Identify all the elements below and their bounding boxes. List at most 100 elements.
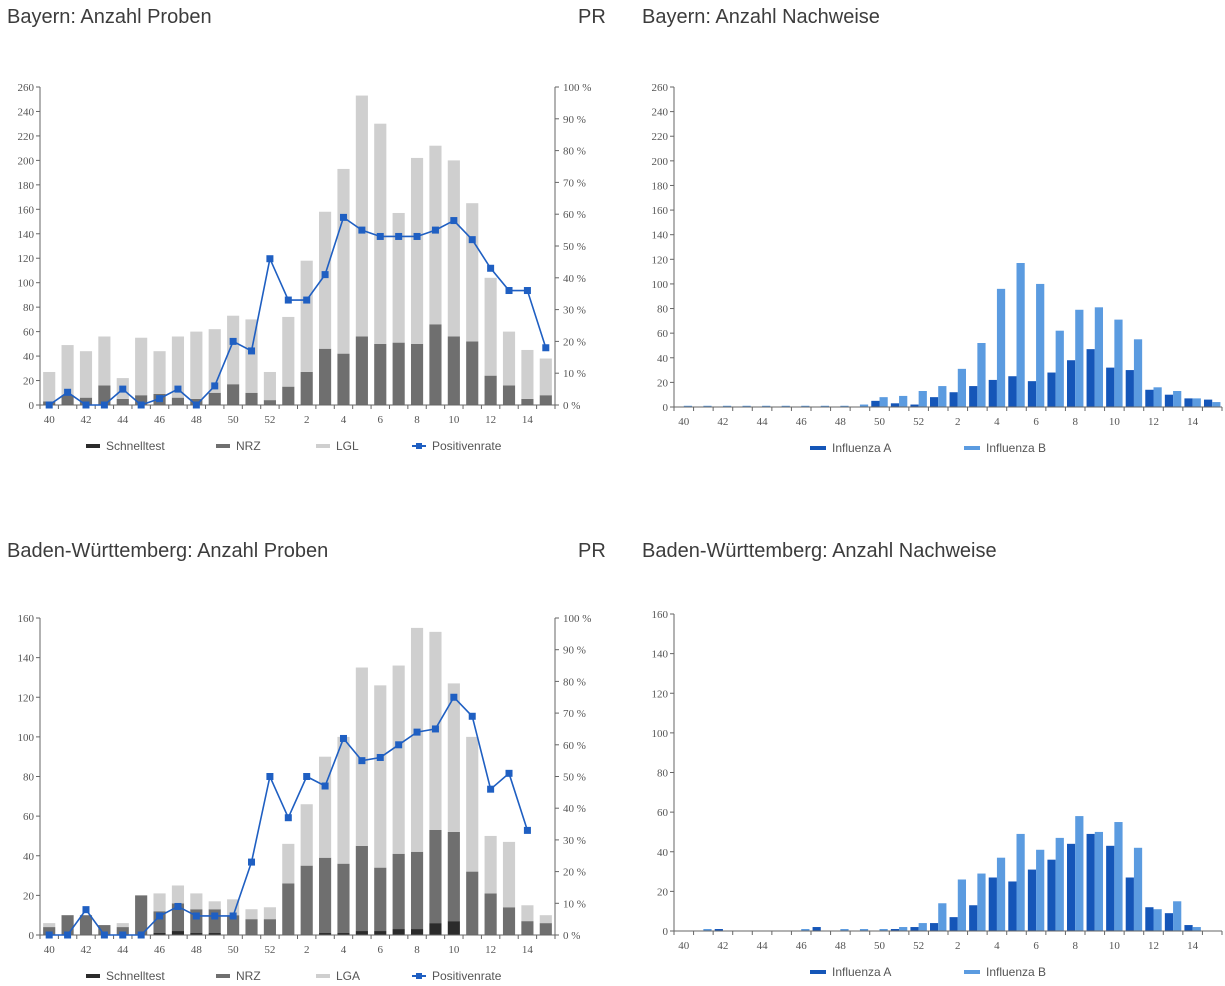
bw_nachweise-bar-influenza_a — [1106, 845, 1115, 931]
bay_proben-bar-nrz — [135, 395, 148, 405]
bay_proben-x-tick-label: 10 — [448, 414, 460, 426]
bay_nachweise-x-tick-label: 48 — [835, 416, 847, 428]
bay_nachweise-y-tick-label: 60 — [657, 328, 669, 340]
bay_proben-positivenrate-point — [119, 385, 127, 393]
bay_proben-bar-nrz — [392, 342, 405, 405]
bw_proben-bar-nrz — [447, 831, 460, 922]
bw_nachweise-bar-influenza_b — [957, 879, 967, 931]
bay_proben-y2-tick-label: 10 % — [563, 368, 586, 380]
bay_proben-bar-nrz — [484, 375, 497, 405]
bay_nachweise-bar-influenza_b — [1133, 339, 1143, 407]
bay_proben-bar-nrz — [300, 371, 313, 405]
bw_nachweise-x-tick-label: 44 — [757, 940, 769, 952]
bw_proben-positivenrate-point — [119, 931, 127, 939]
bay_nachweise-bar-influenza_a — [1145, 389, 1154, 407]
bw_proben-y-tick-label: 60 — [23, 811, 35, 823]
bw_proben-positivenrate-point — [64, 931, 72, 939]
bay_nachweise-bar-influenza_b — [859, 404, 869, 407]
bay_nachweise-bar-influenza_b — [1016, 263, 1025, 407]
bay_nachweise-y-tick-label: 200 — [652, 156, 669, 168]
bw_nachweise-bar-influenza_b — [1173, 901, 1182, 931]
bw_nachweise-bar-influenza_b — [1016, 833, 1025, 931]
bw_nachweise-bar-influenza_a — [1184, 925, 1193, 931]
bw_proben-positivenrate-point — [376, 753, 384, 761]
bw_proben-y2-tick-label: 0 % — [563, 930, 580, 942]
bw_proben-x-tick-label: 50 — [228, 944, 240, 956]
bw_proben-positivenrate-point — [468, 712, 476, 720]
bw_proben-bar-schnelltest — [410, 929, 424, 935]
bw_proben-bar-nrz — [282, 883, 295, 935]
bw_proben-bar-schnelltest — [374, 931, 387, 935]
bw_proben-y2-tick-label: 40 % — [563, 803, 586, 815]
bay_nachweise-y-tick-label: 160 — [652, 205, 669, 217]
bw_proben-positivenrate-point — [211, 912, 219, 920]
bw_proben-bar-nrz — [135, 895, 148, 935]
bw_nachweise-x-tick-label: 40 — [678, 940, 690, 952]
bay_proben-y-tick-label: 100 — [18, 278, 35, 290]
bw_proben-positivenrate-point — [321, 782, 329, 790]
bay_proben-y2-tick-label: 80 % — [563, 146, 586, 158]
bw_proben-bar-nrz — [227, 915, 240, 935]
bay_proben-bar-lab — [392, 212, 405, 343]
bay_proben-positivenrate-point — [395, 232, 403, 240]
bay_proben-bar-lab — [447, 160, 460, 337]
bay_proben-bar-nrz — [171, 397, 185, 405]
bay_proben-bar-lab — [466, 203, 479, 342]
bw_proben-bar-nrz — [484, 893, 497, 935]
bw_proben-x-tick-label: 14 — [522, 944, 534, 956]
bay_nachweise-bar-influenza_a — [1008, 376, 1017, 407]
bay_proben-positivenrate-point — [376, 232, 384, 240]
bay_nachweise-y-tick-label: 180 — [652, 180, 669, 192]
bw_proben-bar-schnelltest — [319, 933, 332, 935]
bw_proben-x-tick-label: 10 — [448, 944, 460, 956]
bw_proben-x-tick-label: 40 — [44, 944, 56, 956]
bay_proben-bar-lab — [171, 336, 185, 398]
bay_proben-y2-tick-label: 90 % — [563, 114, 586, 126]
bw_nachweise-y-tick-label: 40 — [657, 847, 669, 859]
bw_proben-x-tick-label: 52 — [264, 944, 275, 956]
bw_nachweise-x-tick-label: 6 — [1033, 940, 1039, 952]
bw_proben-bar-nrz — [429, 829, 442, 924]
bw_proben-bar-lab — [263, 907, 276, 920]
bay_proben-positivenrate-point — [321, 271, 329, 279]
bay_proben-x-tick-label: 40 — [44, 414, 56, 426]
bay_nachweise-bar-influenza_b — [996, 288, 1006, 407]
bw_nachweise-bar-influenza_a — [1027, 869, 1037, 931]
bay_proben-positivenrate-point — [431, 226, 439, 234]
bay_proben-positivenrate-point — [82, 401, 90, 409]
bw_proben-bar-nrz — [466, 871, 479, 935]
bw_proben-positivenrate-point — [248, 858, 256, 866]
bay_nachweise-bar-influenza_a — [1086, 349, 1095, 407]
bay_proben-legend-label: Schnelltest — [106, 439, 165, 453]
bw_proben-bar-nrz — [521, 921, 534, 935]
bw_proben-bar-lab — [300, 804, 313, 866]
bay_nachweise-bar-influenza_b — [1036, 283, 1045, 407]
bay_nachweise-bar-influenza_b — [762, 405, 771, 407]
bw_proben-x-tick-label: 46 — [154, 944, 166, 956]
bw_proben-y-tick-label: 140 — [18, 653, 35, 665]
bw_proben-bar-nrz — [245, 919, 258, 935]
bw_proben-bar-lab — [171, 885, 185, 904]
bay_nachweise-y-tick-label: 260 — [652, 82, 669, 94]
bw_proben-positivenrate-point — [284, 814, 292, 822]
bay_proben-y2-tick-label: 100 % — [563, 82, 591, 94]
bw_nachweise-x-tick-label: 14 — [1187, 940, 1199, 952]
bay_proben-bar-lab — [263, 371, 276, 401]
bay_proben-bar-lab — [190, 331, 203, 399]
bw_proben-positivenrate-point — [192, 912, 200, 920]
bw_proben-bar-lab — [245, 909, 258, 920]
bw_proben-positivenrate-point — [100, 931, 108, 939]
bw_nachweise-x-tick-label: 4 — [994, 940, 1000, 952]
bay_proben-bar-lab — [337, 168, 350, 354]
bw_proben-y2-tick-label: 100 % — [563, 613, 591, 625]
bw_nachweise-x-tick-label: 48 — [835, 940, 847, 952]
bay_proben-positivenrate-point — [339, 213, 347, 221]
bay_proben-positivenrate-point — [450, 217, 458, 225]
bay_nachweise-bar-influenza_a — [1066, 360, 1076, 407]
bay_proben-y2-tick-label: 50 % — [563, 241, 586, 253]
bay_nachweise-bar-influenza_a — [890, 403, 900, 407]
bw_proben-bar-lab — [282, 843, 295, 884]
chart-title-bayern-nachweise: Bayern: Anzahl Nachweise — [642, 6, 880, 28]
bay_nachweise-bar-influenza_b — [1192, 398, 1201, 407]
bw_proben-legend-swatch — [86, 974, 100, 978]
